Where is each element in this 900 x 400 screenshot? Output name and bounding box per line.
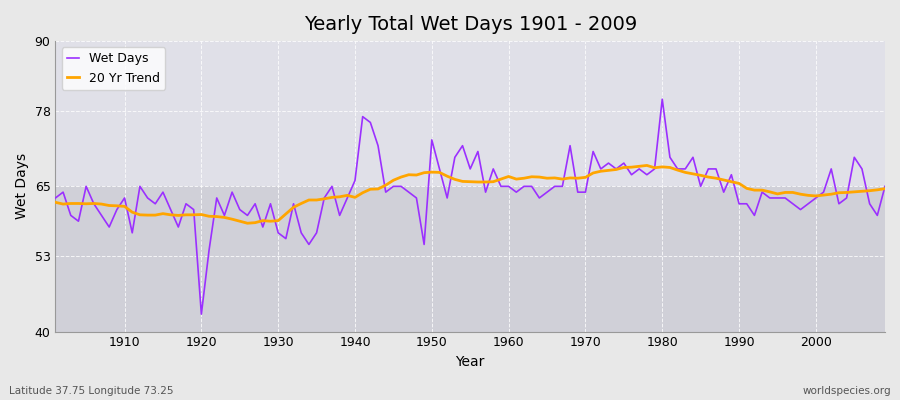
Wet Days [503, 184, 514, 189]
Line: 20 Yr Trend: 20 Yr Trend [56, 166, 885, 223]
Wet Days [288, 201, 299, 206]
20 Yr Trend [334, 194, 345, 199]
X-axis label: Year: Year [455, 355, 485, 369]
Wet Days [879, 184, 890, 189]
20 Yr Trend [879, 186, 890, 191]
20 Yr Trend [603, 168, 614, 173]
Line: Wet Days: Wet Days [56, 99, 885, 314]
20 Yr Trend [511, 177, 522, 182]
Wet Days [50, 196, 61, 200]
Text: worldspecies.org: worldspecies.org [803, 386, 891, 396]
Wet Days [112, 207, 122, 212]
Text: Latitude 37.75 Longitude 73.25: Latitude 37.75 Longitude 73.25 [9, 386, 174, 396]
Wet Days [603, 161, 614, 166]
20 Yr Trend [503, 174, 514, 179]
20 Yr Trend [112, 204, 122, 208]
Wet Days [334, 213, 345, 218]
Bar [56, 41, 885, 186]
Wet Days [657, 97, 668, 102]
Wet Days [196, 312, 207, 316]
Bar [56, 186, 885, 332]
20 Yr Trend [242, 221, 253, 226]
20 Yr Trend [50, 200, 61, 205]
Legend: Wet Days, 20 Yr Trend: Wet Days, 20 Yr Trend [62, 47, 166, 90]
20 Yr Trend [642, 163, 652, 168]
20 Yr Trend [288, 205, 299, 210]
Wet Days [511, 190, 522, 194]
Y-axis label: Wet Days: Wet Days [15, 153, 29, 220]
Title: Yearly Total Wet Days 1901 - 2009: Yearly Total Wet Days 1901 - 2009 [303, 15, 637, 34]
